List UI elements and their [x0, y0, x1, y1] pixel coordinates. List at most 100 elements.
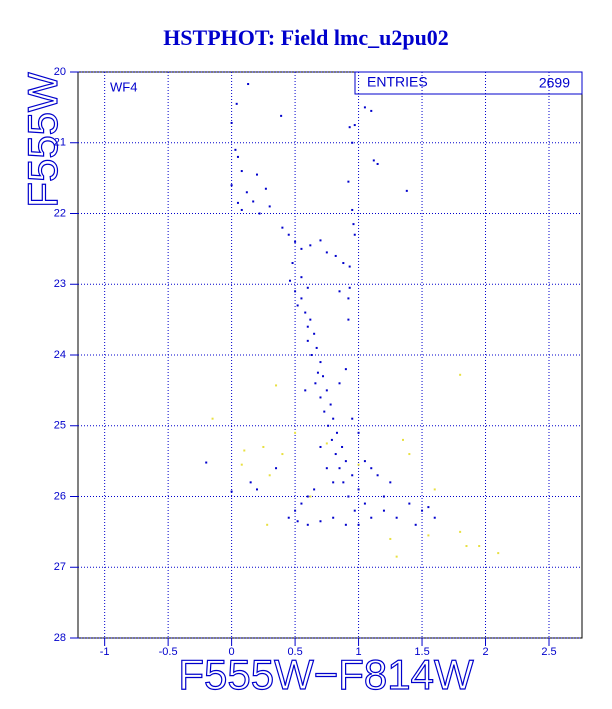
point	[344, 460, 347, 463]
point	[370, 467, 373, 470]
point	[309, 244, 312, 247]
y-tick-label: 21	[54, 137, 66, 149]
point	[370, 109, 373, 112]
point	[313, 332, 316, 335]
panel-label: WF4	[110, 79, 137, 94]
y-tick-label: 24	[54, 349, 66, 361]
point	[327, 424, 330, 427]
point	[352, 223, 355, 226]
point	[310, 354, 313, 356]
point	[427, 534, 430, 537]
point	[304, 389, 307, 392]
y-tick-label: 27	[54, 561, 66, 573]
point	[459, 373, 462, 376]
point	[268, 205, 271, 208]
point	[421, 509, 424, 512]
point	[236, 201, 239, 204]
point	[363, 106, 366, 109]
point	[334, 453, 337, 456]
point	[230, 490, 233, 493]
x-tick-label: -0.5	[159, 646, 178, 658]
point	[300, 502, 303, 505]
x-tick-label: 2	[482, 646, 488, 658]
point	[414, 523, 417, 526]
point	[323, 410, 326, 413]
point	[258, 212, 261, 215]
point	[281, 453, 284, 456]
point	[252, 200, 255, 203]
point	[230, 184, 233, 187]
point	[306, 286, 309, 289]
point	[334, 254, 337, 257]
point	[309, 318, 312, 321]
point	[256, 173, 259, 176]
point	[287, 233, 290, 236]
point	[240, 170, 243, 173]
point	[304, 311, 307, 314]
point	[351, 474, 354, 477]
point	[211, 417, 214, 420]
point	[338, 290, 341, 293]
point	[332, 417, 335, 420]
point	[316, 371, 319, 374]
point	[497, 552, 500, 555]
point	[353, 509, 356, 512]
y-tick-label: 28	[54, 632, 66, 644]
point	[314, 382, 317, 385]
point	[319, 520, 322, 523]
point	[338, 382, 341, 385]
point	[306, 495, 309, 498]
point	[335, 431, 338, 434]
x-tick-label: 0.5	[287, 646, 302, 658]
point	[243, 449, 246, 452]
stats-value: 2699	[539, 75, 570, 91]
point	[322, 375, 325, 378]
point	[408, 453, 411, 456]
point	[347, 297, 350, 300]
point	[325, 389, 328, 392]
chart-title: HSTPHOT: Field lmc_u2pu02	[163, 25, 449, 50]
point	[389, 537, 392, 540]
y-tick-label: 25	[54, 420, 66, 432]
point	[389, 481, 392, 484]
point	[357, 463, 360, 466]
point	[319, 239, 322, 242]
point	[433, 516, 436, 519]
point	[262, 445, 265, 448]
point	[234, 148, 237, 151]
point	[264, 187, 267, 190]
point	[353, 233, 356, 236]
point	[300, 276, 303, 279]
point	[465, 545, 468, 548]
point	[478, 545, 481, 548]
point	[296, 304, 299, 307]
y-axis-label: F555W	[19, 72, 66, 208]
y-tick-label: 23	[54, 278, 66, 290]
x-tick-label: 2.5	[541, 646, 556, 658]
point	[294, 509, 297, 512]
point	[401, 438, 404, 441]
point	[240, 463, 243, 466]
point	[300, 247, 303, 250]
point	[325, 467, 328, 470]
point	[306, 523, 309, 526]
point	[370, 516, 373, 519]
point	[332, 516, 335, 519]
point	[348, 286, 351, 289]
point	[408, 502, 411, 505]
point	[330, 438, 333, 441]
point	[281, 226, 284, 229]
point	[357, 523, 360, 526]
point	[372, 159, 375, 162]
point	[376, 474, 379, 477]
point	[329, 403, 332, 406]
point	[313, 488, 316, 491]
point	[256, 488, 259, 491]
point	[296, 520, 299, 523]
x-tick-label: -1	[100, 646, 110, 658]
point	[405, 189, 408, 192]
y-tick-label: 22	[54, 207, 66, 219]
point	[306, 325, 309, 328]
point	[325, 251, 328, 254]
point	[235, 102, 238, 105]
